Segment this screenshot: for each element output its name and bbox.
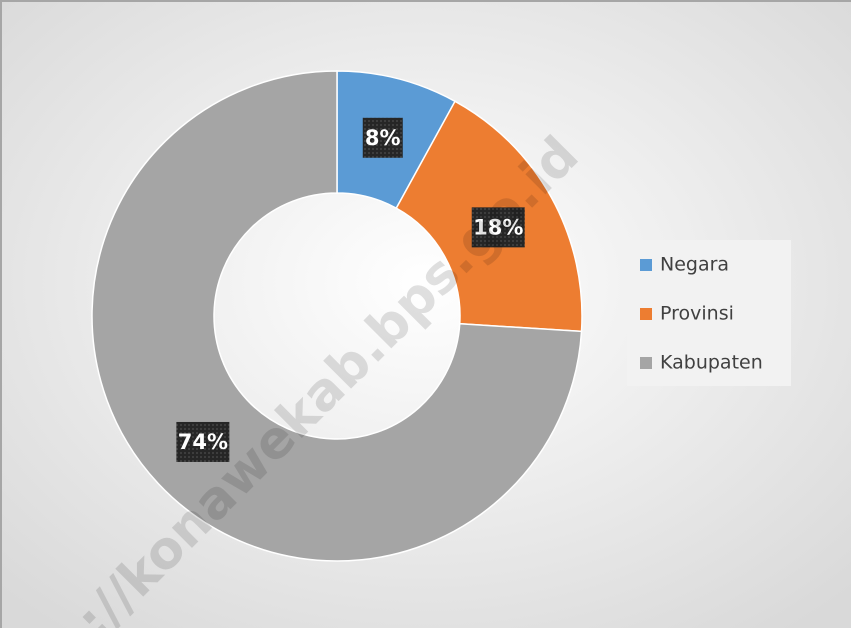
data-label-box [176,421,230,462]
data-label-box [362,117,403,158]
data-label-box [471,207,525,248]
legend-label: Kabupaten [660,352,763,374]
legend: Negara Provinsi Kabupaten [640,254,763,374]
legend-label: Provinsi [660,303,734,325]
legend-swatch [640,259,652,271]
legend-swatch [640,357,652,369]
data-label: 18% [473,215,523,239]
legend-swatch [640,308,652,320]
legend-label: Negara [660,254,729,276]
data-label: 74% [178,430,228,454]
data-label: 8% [365,126,401,150]
data-labels: 8% 18% 74% [176,117,525,462]
legend-box [627,240,791,386]
